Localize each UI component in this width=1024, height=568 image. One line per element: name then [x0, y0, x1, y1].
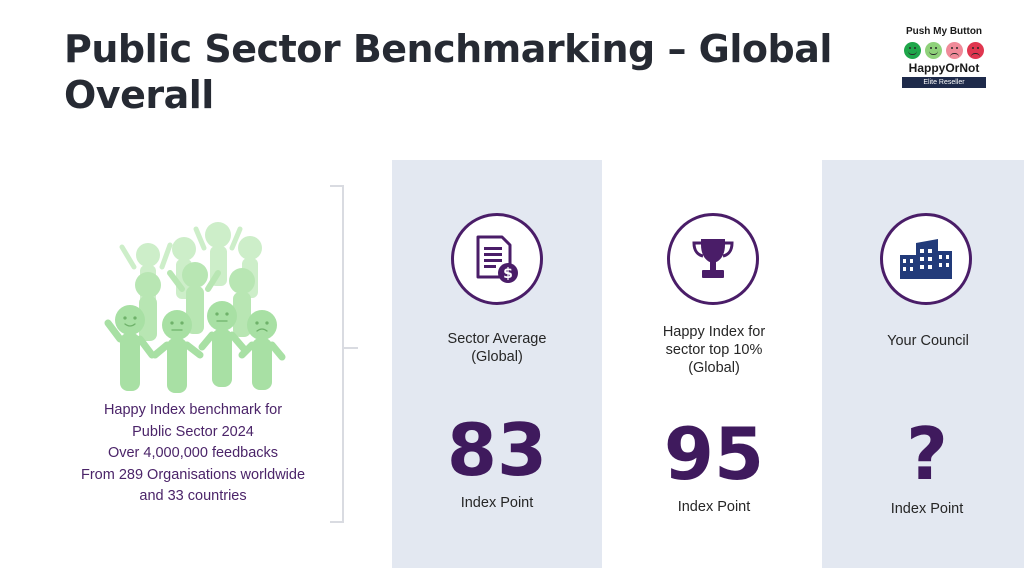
sector-average-panel: $ Sector Average (Global) 83 Index Point [392, 160, 602, 568]
page-title-line-2: Overall [64, 73, 214, 117]
trophy-icon [667, 213, 759, 305]
bracket-tick-top [330, 185, 344, 187]
invoice-dollar-icon: $ [451, 213, 543, 305]
your-council-label: Your Council [828, 332, 1024, 350]
top-ten-percent-label-line-1: Happy Index for [662, 324, 766, 340]
benchmark-line-5: and 33 countries [139, 488, 247, 504]
benchmark-line-4: From 289 Organisations worldwide [80, 466, 306, 483]
bracket-tick-bottom [330, 521, 344, 523]
top-ten-percent-panel: Happy Index for sector top 10% (Global) … [612, 160, 816, 568]
logo-brand-text: HappyOrNot [908, 61, 980, 75]
happy-face-icon [925, 42, 942, 59]
sector-average-label: Sector Average (Global) [397, 330, 597, 366]
benchmark-line-1: Happy Index benchmark for [103, 402, 283, 418]
elite-reseller-badge: Elite Reseller [902, 77, 986, 88]
benchmark-line-2: Public Sector 2024 [132, 423, 254, 440]
your-council-label-line-1: Your Council [887, 333, 969, 349]
page-title: Public Sector Benchmarking – Global Over… [64, 26, 884, 118]
logo-top-text: Push My Button [905, 26, 983, 37]
benchmark-description: Happy Index benchmark for Public Sector … [50, 400, 336, 508]
unhappy-face-icon [946, 42, 963, 59]
very-happy-face-icon [904, 42, 921, 59]
top-ten-percent-value: 95 [663, 412, 765, 496]
bracket-tick-middle [342, 347, 358, 349]
building-icon [880, 213, 972, 305]
sector-average-value: 83 [446, 408, 548, 492]
people-crowd-icon [104, 222, 286, 393]
bracket-divider [342, 185, 344, 523]
page-title-line-1: Public Sector Benchmarking – Global [64, 27, 832, 71]
happyornot-logo: Push My Button HappyOrNot Elite Reseller [898, 26, 990, 94]
your-council-panel: Your Council ? Index Point [822, 160, 1024, 568]
top-ten-percent-label-line-3: (Global) [688, 360, 740, 376]
very-unhappy-face-icon [967, 42, 984, 59]
top-ten-percent-label-line-2: sector top 10% [665, 342, 763, 358]
svg-text:$: $ [503, 266, 513, 282]
top-ten-percent-label: Happy Index for sector top 10% (Global) [614, 323, 814, 377]
your-council-unit: Index Point [890, 501, 964, 517]
benchmark-line-3: Over 4,000,000 feedbacks [107, 445, 279, 461]
top-ten-percent-unit: Index Point [677, 499, 751, 515]
smiley-faces-icon [898, 42, 990, 59]
sector-average-label-line-2: (Global) [471, 349, 523, 365]
your-council-value: ? [906, 412, 948, 496]
sector-average-label-line-1: Sector Average [447, 331, 547, 347]
sector-average-unit: Index Point [460, 495, 534, 511]
